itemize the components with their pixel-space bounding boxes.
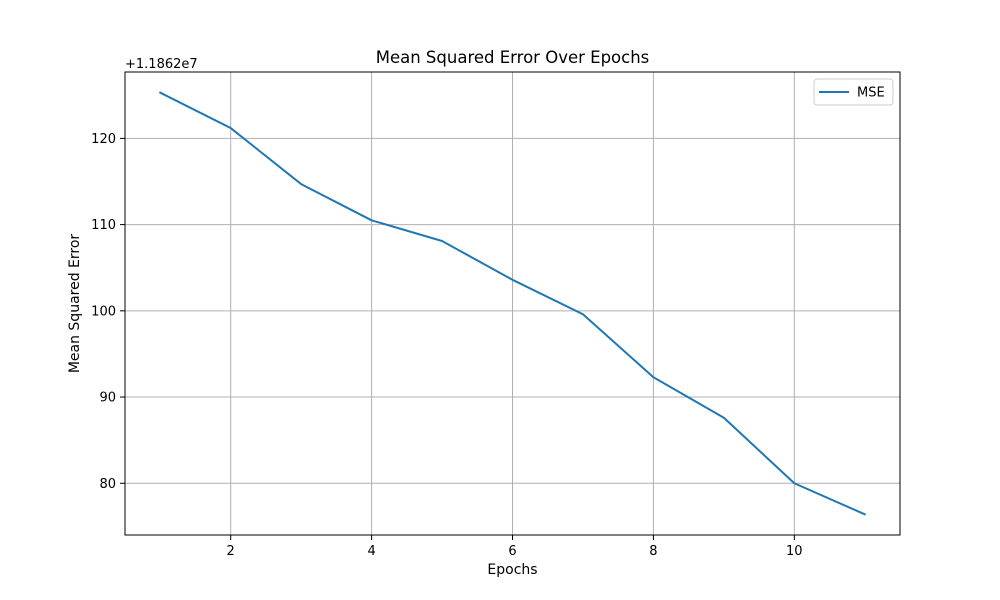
- y-axis-ticks: 80 90 100 110 120: [91, 132, 125, 492]
- y-tick-label: 100: [91, 304, 116, 319]
- series-layer: [158, 91, 867, 516]
- x-tick-label: 2: [227, 544, 235, 559]
- x-tick-label: 6: [508, 544, 516, 559]
- x-tick-label: 4: [367, 544, 375, 559]
- y-tick-label: 80: [99, 477, 116, 492]
- x-axis-label: Epochs: [487, 562, 537, 578]
- y-tick-label: 120: [91, 132, 116, 147]
- legend: MSE: [813, 78, 894, 106]
- grid: [125, 72, 900, 535]
- x-axis-ticks: 2 4 6 8 10: [227, 535, 803, 559]
- x-tick-label: 8: [649, 544, 657, 559]
- y-axis-offset-label: +1.1862e7: [125, 57, 198, 72]
- y-tick-label: 90: [99, 391, 116, 406]
- legend-box: [813, 78, 894, 106]
- legend-label-mse: MSE: [857, 86, 885, 101]
- chart-title: Mean Squared Error Over Epochs: [376, 48, 650, 67]
- series-line-mse: [158, 91, 867, 516]
- y-axis-label: Mean Squared Error: [67, 234, 83, 374]
- x-tick-label: 10: [786, 544, 803, 559]
- y-tick-label: 110: [91, 218, 116, 233]
